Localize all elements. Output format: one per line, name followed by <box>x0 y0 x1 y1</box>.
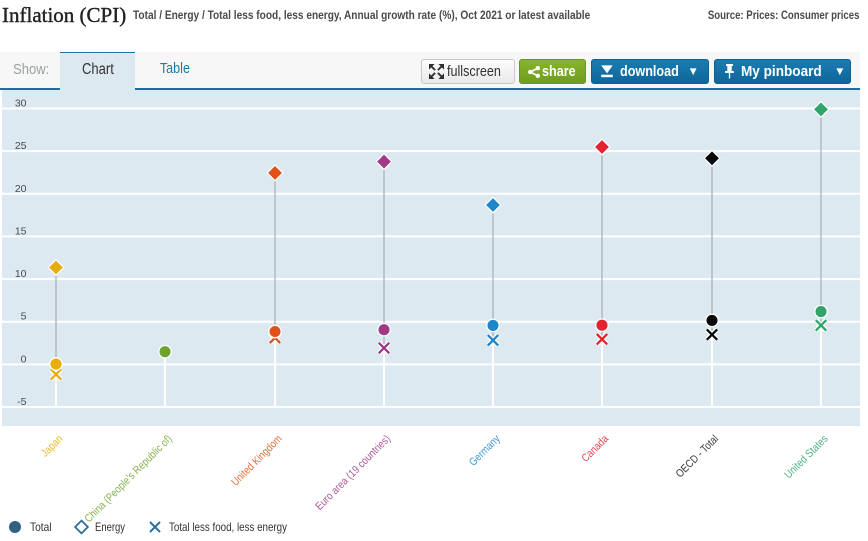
svg-text:Total less food, less energy: Total less food, less energy <box>169 520 287 534</box>
svg-text:Total: Total <box>30 520 52 534</box>
svg-text:20: 20 <box>15 183 27 195</box>
svg-text:-5: -5 <box>17 396 26 408</box>
svg-text:25: 25 <box>15 140 27 152</box>
svg-text:5: 5 <box>21 311 27 323</box>
svg-text:0: 0 <box>21 353 27 365</box>
svg-text:10: 10 <box>15 268 27 280</box>
svg-text:15: 15 <box>15 225 27 237</box>
svg-text:30: 30 <box>15 98 27 110</box>
svg-text:Energy: Energy <box>95 520 125 534</box>
